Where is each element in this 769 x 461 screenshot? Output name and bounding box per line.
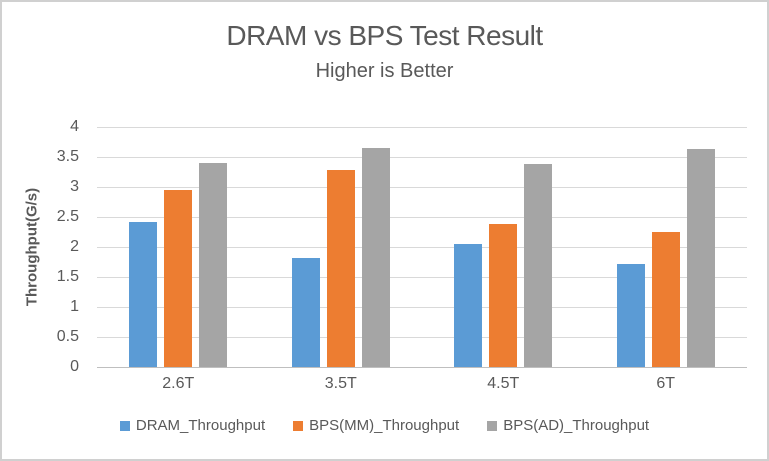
bar-group-2.6T — [97, 127, 260, 367]
gridline — [97, 337, 747, 338]
plot-area — [97, 127, 747, 368]
chart-title: DRAM vs BPS Test Result — [226, 20, 543, 51]
gridline — [97, 187, 747, 188]
gridline — [97, 127, 747, 128]
legend-item-BPS(AD)_Throughput: BPS(AD)_Throughput — [487, 417, 649, 434]
bar-BPS(MM)_Throughput-2.6T — [164, 190, 193, 367]
x-tick-label-3.5T: 3.5T — [324, 375, 357, 392]
legend-label: BPS(AD)_Throughput — [503, 417, 650, 434]
legend-label: BPS(MM)_Throughput — [309, 417, 460, 434]
y-tick-label: 4 — [70, 118, 79, 135]
y-tick-label: 3.5 — [56, 148, 79, 165]
y-tick-label: 2.5 — [56, 208, 79, 225]
y-tick-label: 0.5 — [56, 328, 79, 345]
bar-BPS(AD)_Throughput-6T — [686, 149, 715, 367]
gridline — [97, 307, 747, 308]
bar-groups — [97, 127, 747, 367]
x-axis-tick-labels: 2.6T 3.5T 4.5T 6T — [97, 375, 747, 393]
bar-BPS(MM)_Throughput-3.5T — [326, 170, 355, 367]
chart-subtitle: Higher is Better — [315, 60, 454, 82]
bar-DRAM_Throughput-6T — [616, 264, 645, 367]
bar-group-3.5T — [260, 127, 423, 367]
y-tick-label: 1 — [70, 298, 79, 315]
x-tick-label-4.5T: 4.5T — [487, 375, 520, 392]
bar-BPS(MM)_Throughput-4.5T — [489, 224, 518, 367]
legend-marker-icon — [119, 420, 130, 431]
legend-label: DRAM_Throughput — [135, 417, 266, 434]
gridline — [97, 157, 747, 158]
x-tick-label-6T: 6T — [656, 375, 676, 392]
bar-BPS(AD)_Throughput-3.5T — [361, 148, 390, 367]
y-tick-label: 2 — [70, 238, 79, 255]
bar-BPS(AD)_Throughput-4.5T — [524, 164, 553, 367]
y-axis-tick-labels: 0 0.5 1 1.5 2 2.5 3 3.5 4 — [2, 118, 87, 375]
bar-DRAM_Throughput-4.5T — [454, 244, 483, 367]
legend-marker-icon — [487, 420, 498, 431]
bar-group-6T — [585, 127, 748, 367]
y-tick-label: 3 — [70, 178, 79, 195]
gridline — [97, 247, 747, 248]
y-tick-label: 1.5 — [56, 268, 79, 285]
legend-item-DRAM_Throughput: DRAM_Throughput — [119, 417, 266, 434]
bar-BPS(MM)_Throughput-6T — [651, 232, 680, 367]
y-tick-label: 0 — [70, 358, 79, 375]
legend-marker-icon — [293, 420, 304, 431]
legend-item-BPS(MM)_Throughput: BPS(MM)_Throughput — [293, 417, 459, 434]
bar-DRAM_Throughput-2.6T — [129, 222, 158, 367]
gridline — [97, 217, 747, 218]
bar-group-4.5T — [422, 127, 585, 367]
x-tick-label-2.6T: 2.6T — [162, 375, 195, 392]
legend: DRAM_Throughput BPS(MM)_Throughput BPS(AD)… — [2, 417, 767, 434]
bar-DRAM_Throughput-3.5T — [291, 257, 320, 367]
bar-BPS(AD)_Throughput-2.6T — [199, 163, 228, 367]
gridline — [97, 277, 747, 278]
